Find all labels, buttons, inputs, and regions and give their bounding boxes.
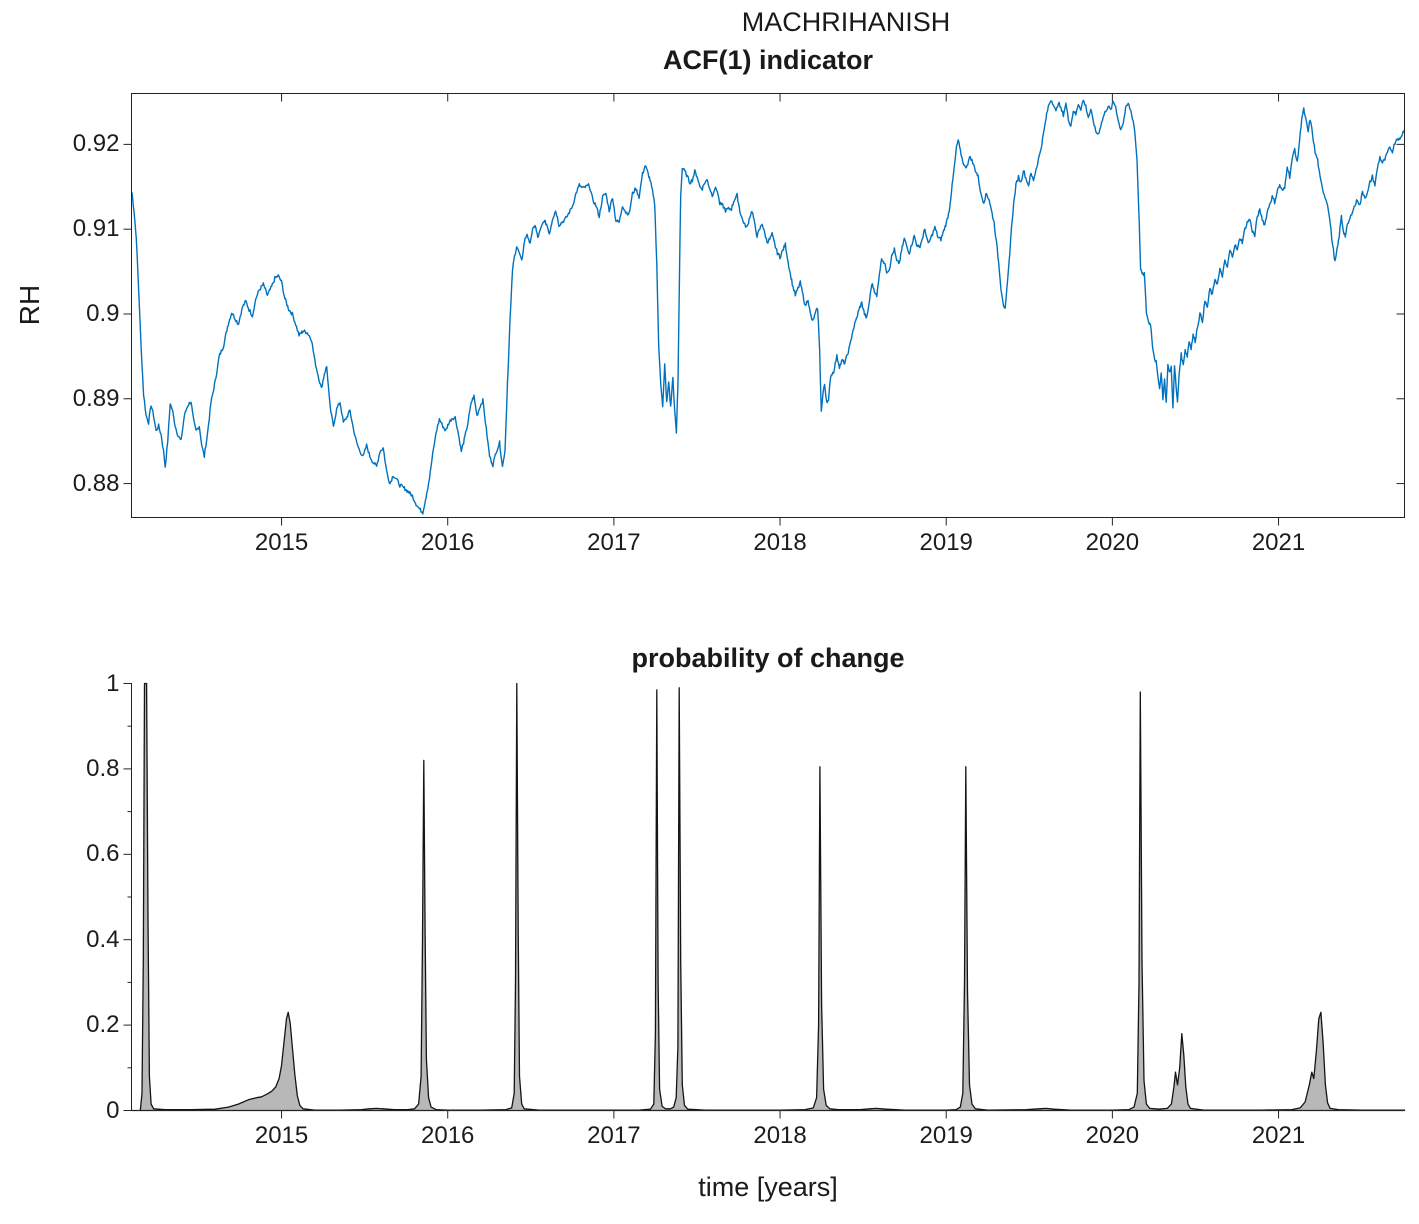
y-tick-label: 0.92 [72, 130, 120, 158]
acf-plot-title: ACF(1) indicator [662, 45, 874, 75]
x-tick-label: 2019 [919, 1121, 973, 1149]
x-tick-label: 2020 [1085, 528, 1140, 556]
x-tick-label: 2016 [421, 528, 475, 556]
x-tick-label: 2018 [753, 1121, 807, 1149]
y-tick-label: 0 [106, 1096, 120, 1124]
y-tick-label: 0.91 [72, 215, 120, 243]
y-tick-label: 1 [106, 669, 120, 697]
x-tick-label: 2015 [254, 528, 309, 556]
y-tick-label: 0.9 [86, 299, 120, 327]
acf-axes-frame [123, 93, 1405, 526]
x-tick-label: 2016 [421, 1121, 475, 1149]
probability-area [130, 682, 1406, 1112]
x-tick-label: 2018 [753, 528, 807, 556]
probability-axes-frame [123, 683, 1405, 1119]
y-tick-label: 0.2 [86, 1011, 120, 1039]
y-tick-label: 0.89 [72, 384, 120, 412]
rh-acf1-line [131, 99, 1406, 515]
figure-suptitle: MACHRIHANISH [741, 7, 951, 37]
x-tick-label: 2019 [919, 528, 973, 556]
x-tick-label: 2017 [587, 528, 641, 556]
time-x-axis-label: time [years] [698, 1172, 838, 1202]
x-tick-label: 2015 [254, 1121, 309, 1149]
x-tick-label: 2021 [1251, 528, 1306, 556]
acf-line-plot [131, 99, 1406, 515]
axes-box [131, 93, 1405, 518]
y-tick-label: 0.4 [86, 925, 120, 953]
y-tick-label: 0.88 [72, 469, 120, 497]
probability-plot-title: probability of change [631, 643, 905, 673]
y-tick-label: 0.8 [86, 754, 120, 782]
x-tick-label: 2020 [1085, 1121, 1140, 1149]
x-tick-label: 2021 [1251, 1121, 1306, 1149]
y-tick-label: 0.6 [86, 840, 120, 868]
x-tick-label: 2017 [587, 1121, 641, 1149]
probability-area-plot [130, 682, 1406, 1112]
